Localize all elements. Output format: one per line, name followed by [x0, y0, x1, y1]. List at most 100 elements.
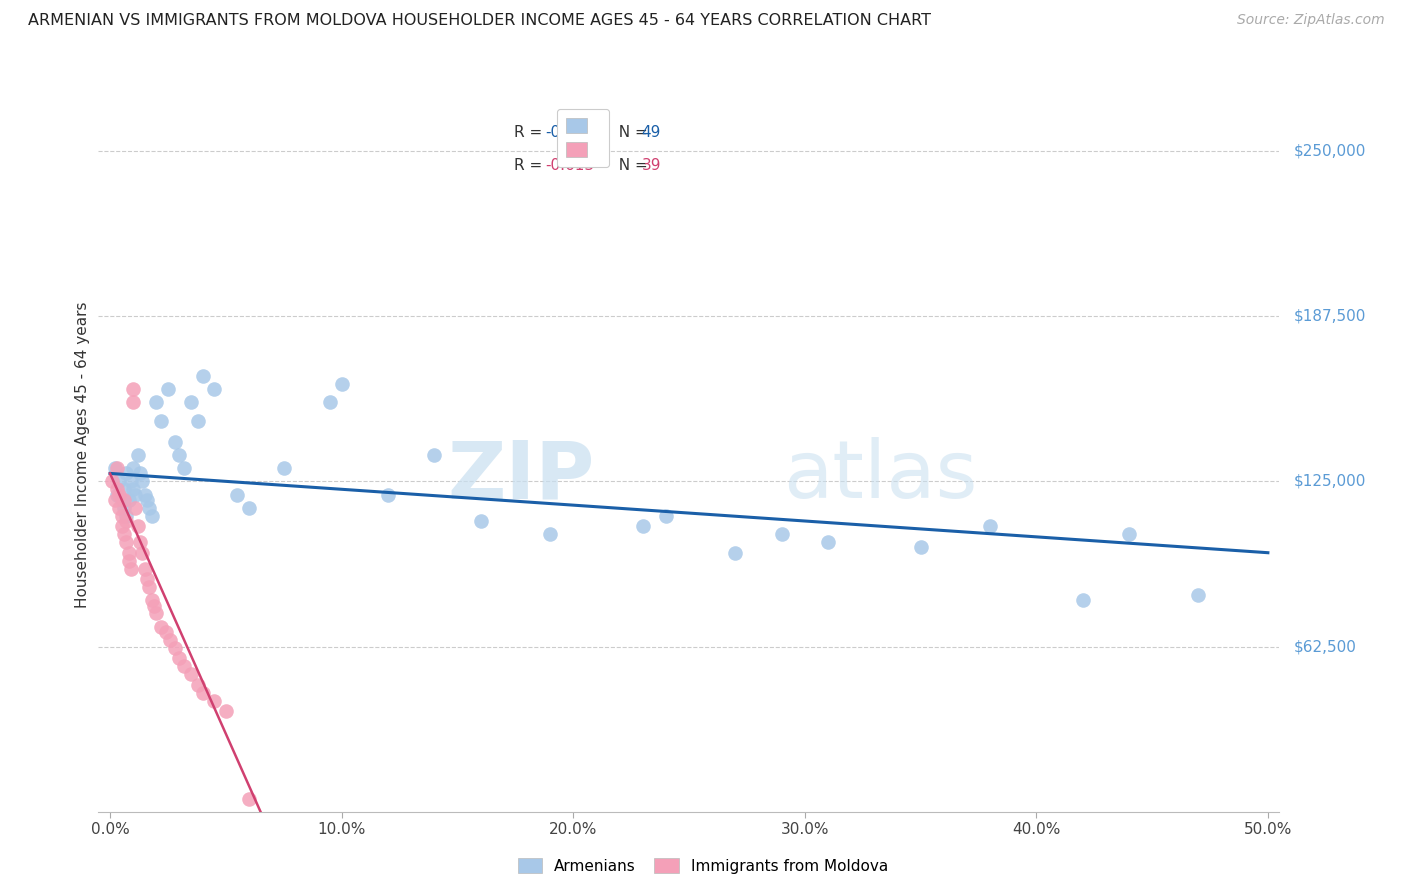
- Point: [136, 572, 159, 586]
- Text: -0.613: -0.613: [546, 159, 593, 173]
- Point: [238, 500, 260, 515]
- Point: [105, 483, 128, 497]
- Point: [173, 659, 195, 673]
- Point: [134, 561, 156, 575]
- Legend: Armenians, Immigrants from Moldova: Armenians, Immigrants from Moldova: [512, 852, 894, 880]
- Point: [129, 467, 152, 481]
- Point: [138, 500, 160, 515]
- Point: [631, 519, 654, 533]
- Point: [110, 492, 132, 507]
- Point: [1118, 527, 1140, 541]
- Text: -0.271: -0.271: [546, 125, 593, 140]
- Point: [163, 640, 186, 655]
- Point: [770, 527, 793, 541]
- Text: $187,500: $187,500: [1294, 309, 1365, 324]
- Point: [319, 395, 342, 409]
- Text: N =: N =: [609, 125, 652, 140]
- Text: R =: R =: [515, 159, 547, 173]
- Point: [724, 546, 747, 560]
- Point: [979, 519, 1001, 533]
- Point: [169, 651, 191, 665]
- Point: [136, 492, 159, 507]
- Point: [115, 514, 138, 528]
- Point: [655, 508, 678, 523]
- Point: [149, 620, 172, 634]
- Point: [180, 395, 202, 409]
- Point: [1187, 588, 1209, 602]
- Text: 39: 39: [641, 159, 661, 173]
- Point: [122, 382, 145, 396]
- Point: [104, 492, 127, 507]
- Point: [187, 413, 209, 427]
- Point: [173, 461, 195, 475]
- Point: [122, 395, 145, 409]
- Point: [423, 448, 446, 462]
- Y-axis label: Householder Income Ages 45 - 64 years: Householder Income Ages 45 - 64 years: [75, 301, 90, 608]
- Point: [112, 500, 135, 515]
- Point: [238, 791, 260, 805]
- Point: [141, 593, 163, 607]
- Point: [127, 519, 149, 533]
- Point: [108, 500, 131, 515]
- Point: [817, 535, 839, 549]
- Point: [131, 546, 153, 560]
- Point: [202, 694, 225, 708]
- Point: [101, 475, 124, 489]
- Point: [145, 607, 167, 621]
- Point: [108, 487, 131, 501]
- Point: [108, 475, 131, 489]
- Point: [117, 554, 139, 568]
- Point: [122, 483, 145, 497]
- Text: $125,000: $125,000: [1294, 474, 1365, 489]
- Point: [187, 678, 209, 692]
- Point: [155, 625, 177, 640]
- Point: [112, 492, 135, 507]
- Point: [131, 475, 153, 489]
- Point: [191, 368, 214, 383]
- Point: [191, 686, 214, 700]
- Point: [105, 487, 128, 501]
- Point: [104, 461, 127, 475]
- Point: [215, 704, 238, 718]
- Text: N =: N =: [609, 159, 652, 173]
- Text: atlas: atlas: [783, 437, 977, 516]
- Text: $62,500: $62,500: [1294, 639, 1357, 654]
- Text: Source: ZipAtlas.com: Source: ZipAtlas.com: [1237, 13, 1385, 28]
- Text: ARMENIAN VS IMMIGRANTS FROM MOLDOVA HOUSEHOLDER INCOME AGES 45 - 64 YEARS CORREL: ARMENIAN VS IMMIGRANTS FROM MOLDOVA HOUS…: [28, 13, 931, 29]
- Point: [1071, 593, 1094, 607]
- Point: [112, 527, 135, 541]
- Point: [143, 599, 166, 613]
- Point: [124, 500, 146, 515]
- Point: [180, 667, 202, 681]
- Point: [110, 508, 132, 523]
- Point: [538, 527, 561, 541]
- Text: 49: 49: [641, 125, 661, 140]
- Point: [145, 395, 167, 409]
- Point: [273, 461, 295, 475]
- Point: [105, 461, 128, 475]
- Point: [122, 461, 145, 475]
- Point: [159, 632, 181, 647]
- Point: [124, 487, 146, 501]
- Point: [910, 541, 932, 555]
- Text: R =: R =: [515, 125, 547, 140]
- Point: [134, 487, 156, 501]
- Point: [470, 514, 492, 528]
- Text: $250,000: $250,000: [1294, 144, 1365, 159]
- Point: [115, 508, 138, 523]
- Point: [163, 434, 186, 449]
- Point: [120, 475, 142, 489]
- Point: [226, 487, 249, 501]
- Point: [141, 508, 163, 523]
- Point: [117, 492, 139, 507]
- Point: [120, 561, 142, 575]
- Point: [138, 580, 160, 594]
- Text: ZIP: ZIP: [447, 437, 595, 516]
- Point: [115, 535, 138, 549]
- Point: [149, 413, 172, 427]
- Legend: , : ,: [557, 110, 609, 167]
- Point: [112, 483, 135, 497]
- Point: [129, 535, 152, 549]
- Point: [169, 448, 191, 462]
- Point: [156, 382, 179, 396]
